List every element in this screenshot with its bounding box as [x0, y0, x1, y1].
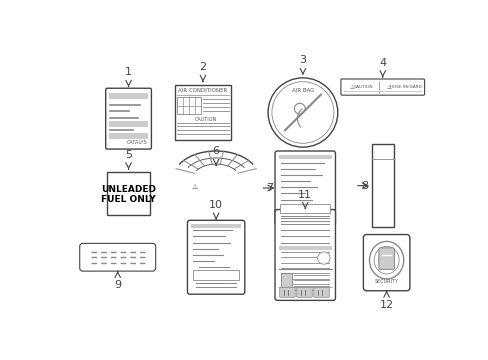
- FancyBboxPatch shape: [105, 88, 151, 149]
- Text: 5: 5: [125, 150, 132, 160]
- Text: ⚠: ⚠: [191, 184, 197, 190]
- FancyBboxPatch shape: [274, 210, 335, 300]
- Bar: [371, 144, 393, 227]
- FancyBboxPatch shape: [340, 79, 424, 95]
- Text: 10: 10: [209, 200, 223, 210]
- Bar: [278, 246, 331, 249]
- FancyBboxPatch shape: [296, 287, 311, 297]
- Text: 6: 6: [212, 147, 219, 156]
- Text: CAUTION: CAUTION: [353, 85, 373, 89]
- Text: UNLEADED: UNLEADED: [101, 185, 156, 194]
- Bar: [191, 224, 241, 228]
- Text: FUEL ONLY: FUEL ONLY: [101, 195, 156, 204]
- Text: ⚠: ⚠: [348, 85, 353, 90]
- Text: 7: 7: [266, 183, 273, 193]
- Bar: [278, 155, 331, 159]
- Bar: [107, 172, 149, 215]
- Bar: [192, 270, 239, 280]
- Text: 8: 8: [360, 181, 367, 191]
- Bar: [280, 204, 329, 213]
- Bar: [281, 274, 291, 287]
- Ellipse shape: [369, 241, 403, 279]
- FancyBboxPatch shape: [187, 220, 244, 294]
- Text: SECURITY: SECURITY: [374, 279, 398, 284]
- Text: 9: 9: [114, 280, 121, 291]
- FancyBboxPatch shape: [279, 287, 295, 297]
- FancyBboxPatch shape: [80, 243, 155, 271]
- Text: 2: 2: [199, 62, 206, 72]
- Bar: [108, 93, 148, 99]
- Bar: [175, 85, 230, 140]
- FancyBboxPatch shape: [363, 235, 409, 291]
- Text: 3: 3: [299, 55, 306, 65]
- Text: ⚠: ⚠: [386, 85, 391, 90]
- Text: 1: 1: [125, 67, 132, 77]
- Text: AIR CONDITIONER: AIR CONDITIONER: [178, 89, 227, 94]
- FancyBboxPatch shape: [313, 287, 328, 297]
- Ellipse shape: [378, 251, 394, 269]
- Bar: [108, 133, 148, 139]
- Circle shape: [267, 78, 337, 147]
- FancyBboxPatch shape: [274, 151, 335, 225]
- Bar: [177, 97, 201, 114]
- Circle shape: [317, 252, 329, 264]
- Circle shape: [271, 82, 333, 143]
- Text: CATALYS: CATALYS: [127, 140, 147, 145]
- Ellipse shape: [373, 246, 398, 274]
- Text: HOSE RN DARD: HOSE RN DARD: [389, 85, 421, 89]
- Text: CAUTION: CAUTION: [195, 117, 217, 122]
- Text: 4: 4: [378, 58, 386, 68]
- FancyBboxPatch shape: [378, 248, 393, 269]
- Text: 11: 11: [298, 189, 312, 199]
- Text: 12: 12: [379, 300, 393, 310]
- Text: AIR BAG: AIR BAG: [291, 88, 313, 93]
- Bar: [108, 121, 148, 127]
